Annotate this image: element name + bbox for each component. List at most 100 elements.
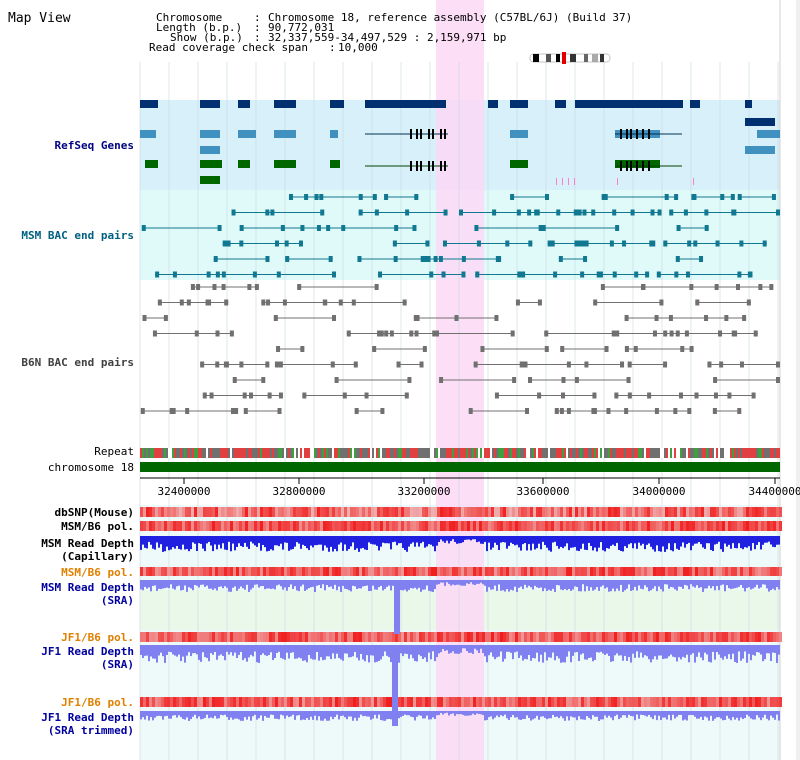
repeat-block	[212, 448, 214, 458]
repeat-block	[406, 448, 408, 458]
jf1-pol-trim-label[interactable]: JF1/B6 pol.	[61, 696, 134, 709]
polymorphism-cell	[329, 521, 332, 531]
read-depth-bar	[520, 580, 522, 587]
polymorphism-cell	[716, 697, 719, 707]
polymorphism-cell	[401, 507, 404, 517]
polymorphism-cell	[695, 632, 698, 642]
read-depth-bar	[554, 580, 556, 592]
read-depth-bar	[446, 536, 448, 541]
bac-end-marker	[592, 392, 597, 399]
bac-end-marker	[686, 271, 691, 278]
msm-depth-cap-label[interactable]: MSM Read Depth	[41, 537, 134, 550]
polymorphism-cell	[197, 567, 200, 576]
polymorphism-cell	[659, 632, 662, 642]
read-depth-bar	[670, 580, 672, 587]
chromosome-ideogram[interactable]	[529, 52, 611, 64]
gene-exon	[200, 100, 220, 108]
read-depth-bar	[678, 536, 680, 550]
read-depth-bar	[442, 580, 444, 583]
polymorphism-cell	[299, 507, 302, 517]
read-depth-bar	[266, 711, 268, 718]
read-depth-bar	[334, 536, 336, 549]
bac-end-marker	[574, 240, 579, 247]
read-depth-bar	[760, 645, 762, 655]
read-depth-bar	[570, 645, 572, 663]
jf1-depth-label[interactable]: JF1 Read Depth	[41, 645, 134, 658]
polymorphism-cell	[350, 521, 353, 531]
polymorphism-cell	[569, 567, 572, 576]
read-depth-bar	[368, 645, 370, 663]
read-depth-bar	[296, 645, 298, 659]
read-depth-bar	[154, 645, 156, 659]
gene-exon-tick	[636, 129, 638, 139]
read-depth-bar	[188, 645, 190, 653]
polymorphism-cell	[185, 507, 188, 517]
read-depth-bar	[606, 580, 608, 588]
read-depth-bar	[454, 580, 456, 586]
read-depth-bar	[572, 645, 574, 656]
axis-tick-label: 34400000	[749, 485, 800, 498]
axis-tick-label: 34000000	[633, 485, 686, 498]
read-depth-bar	[678, 580, 680, 587]
polymorphism-cell	[503, 507, 506, 517]
refseq-genes-label[interactable]: RefSeq Genes	[55, 139, 134, 152]
read-depth-bar	[708, 580, 710, 586]
polymorphism-cell	[287, 507, 290, 517]
bac-end-marker	[704, 209, 709, 216]
repeat-block	[694, 448, 696, 458]
gene-exon-tick	[440, 129, 442, 139]
repeat-block	[340, 448, 342, 458]
read-depth-bar	[254, 580, 256, 585]
repeat-block	[682, 448, 684, 458]
repeat-block	[638, 448, 640, 458]
read-depth-bar	[702, 711, 704, 721]
read-depth-bar	[218, 711, 220, 719]
read-depth-bar	[568, 580, 570, 589]
repeat-block	[398, 448, 400, 458]
read-depth-bar	[158, 580, 160, 589]
read-depth-bar	[638, 645, 640, 658]
read-depth-bar	[194, 536, 196, 544]
bac-end-marker	[654, 408, 659, 414]
polymorphism-cell	[164, 507, 167, 517]
polymorphism-cell	[368, 632, 371, 642]
read-depth-bar	[302, 711, 304, 720]
read-depth-bar	[202, 536, 204, 549]
read-depth-bar	[614, 645, 616, 656]
polymorphism-cell	[593, 567, 596, 576]
bac-end-marker	[297, 284, 302, 290]
read-depth-bar	[196, 536, 198, 552]
read-depth-bar	[740, 645, 742, 661]
read-depth-bar	[538, 711, 540, 720]
polymorphism-cell	[344, 567, 347, 576]
bac-end-marker	[415, 315, 420, 321]
read-depth-bar	[450, 580, 452, 586]
polymorphism-cell	[158, 567, 161, 576]
jf1-depth-trim-label[interactable]: JF1 Read Depth	[41, 711, 134, 724]
repeat-block	[642, 448, 644, 458]
msm-pol-sra-label[interactable]: MSM/B6 pol.	[61, 566, 134, 579]
b6n-bac-label[interactable]: B6N BAC end pairs	[21, 356, 134, 369]
read-depth-bar	[728, 645, 730, 655]
polymorphism-cell	[311, 697, 314, 707]
read-depth-bar	[722, 536, 724, 552]
repeat-block	[184, 448, 186, 458]
bac-end-marker	[243, 408, 248, 414]
polymorphism-cell	[524, 632, 527, 642]
read-depth-bar	[190, 536, 192, 550]
dbsnp-label[interactable]: dbSNP(Mouse)	[55, 506, 134, 519]
repeat-block	[150, 448, 152, 458]
bac-end-marker	[731, 209, 736, 216]
gene-exon-tick	[428, 161, 430, 171]
read-depth-bar	[652, 645, 654, 660]
polymorphism-cell	[182, 521, 185, 531]
msm-depth-sra-label[interactable]: MSM Read Depth	[41, 581, 134, 594]
polymorphism-cell	[668, 632, 671, 642]
jf1-pol-label[interactable]: JF1/B6 pol.	[61, 631, 134, 644]
repeat-block	[160, 448, 162, 458]
read-depth-bar	[276, 711, 278, 719]
read-depth-bar	[268, 711, 270, 718]
msm-bac-label[interactable]: MSM BAC end pairs	[21, 229, 134, 242]
msm-pol-label[interactable]: MSM/B6 pol.	[61, 520, 134, 533]
repeat-block	[712, 448, 714, 458]
